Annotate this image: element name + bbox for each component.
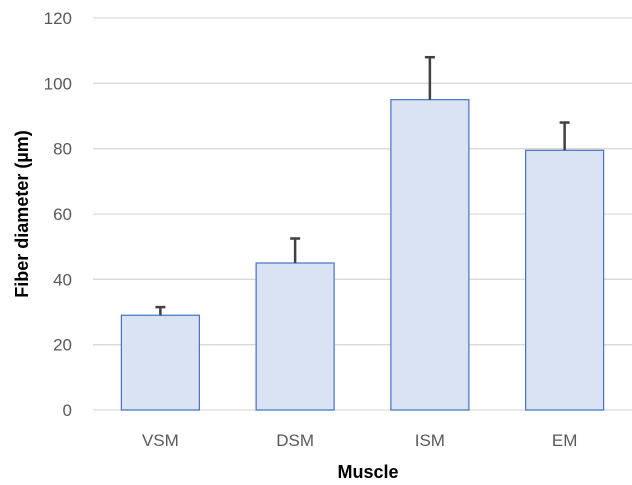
y-tick-label: 40 [53, 270, 72, 289]
x-tick-label: DSM [276, 431, 314, 450]
y-axis-tick-labels: 0 20 40 60 80 100 120 [44, 9, 72, 420]
y-tick-label: 60 [53, 205, 72, 224]
bar [120, 314, 200, 411]
x-axis-title: Muscle [337, 462, 398, 482]
y-tick-label: 100 [44, 74, 72, 93]
bar [390, 99, 470, 411]
y-tick-label: 0 [63, 401, 72, 420]
y-axis-title: Fiber diameter (µm) [12, 130, 32, 297]
y-tick-label: 120 [44, 9, 72, 28]
bar [525, 149, 605, 411]
x-tick-label: EM [552, 431, 578, 450]
bars [120, 99, 605, 411]
x-axis-tick-labels: VSM DSM ISM EM [142, 431, 577, 450]
x-tick-label: VSM [142, 431, 179, 450]
y-tick-label: 20 [53, 336, 72, 355]
x-tick-label: ISM [415, 431, 445, 450]
y-tick-label: 80 [53, 140, 72, 159]
bar [255, 262, 335, 411]
error-bars [155, 55, 570, 316]
